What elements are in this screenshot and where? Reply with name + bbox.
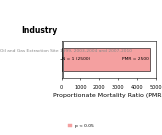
Legend: p < 0.05: p < 0.05: [66, 122, 96, 130]
X-axis label: Proportionate Mortality Ratio (PMR): Proportionate Mortality Ratio (PMR): [53, 93, 162, 98]
Text: Oil and Gas Extraction Site 1999, 2003-2004 and 2007-2010: Oil and Gas Extraction Site 1999, 2003-2…: [0, 49, 132, 53]
Text: PMR = 2500: PMR = 2500: [122, 57, 149, 61]
Bar: [62, 48, 150, 71]
Text: Industry: Industry: [21, 26, 57, 35]
Text: N = 1 (2500): N = 1 (2500): [63, 57, 91, 61]
